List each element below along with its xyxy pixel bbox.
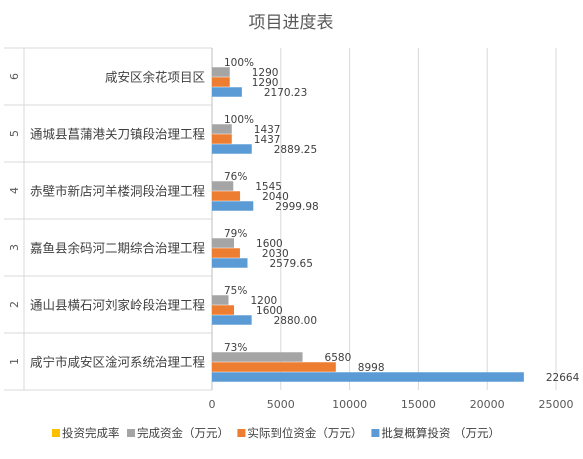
category-label: 咸宁市咸安区淦河系统治理工程 — [30, 355, 206, 370]
bar-3 — [212, 87, 242, 97]
row-number: 3 — [8, 244, 21, 251]
bar-1 — [212, 295, 229, 305]
legend-swatch — [52, 429, 60, 437]
x-tick-label: 5000 — [267, 398, 295, 411]
x-tick-label: 10000 — [332, 398, 367, 411]
row-number: 5 — [8, 130, 21, 137]
category-label: 咸安区余花项目区 — [105, 70, 205, 85]
bar-3 — [212, 144, 252, 154]
bar-1 — [212, 67, 230, 77]
legend-label: 完成资金（万元） — [137, 426, 229, 440]
data-label: 6580 — [325, 352, 352, 364]
data-label: 22664 — [546, 372, 580, 384]
x-tick-label: 15000 — [401, 398, 436, 411]
bar-2 — [212, 305, 234, 315]
row-number: 4 — [8, 187, 21, 194]
legend-swatch — [127, 429, 135, 437]
data-label: 2880.00 — [274, 315, 317, 327]
bar-2 — [212, 191, 240, 201]
data-label: 79% — [224, 228, 247, 240]
data-label: 8998 — [358, 362, 385, 374]
data-label: 75% — [224, 285, 247, 297]
legend-label: 批复概算投资 （万元） — [381, 426, 500, 440]
category-label: 赤壁市新店河羊楼洞段治理工程 — [30, 184, 206, 199]
bar-3 — [212, 258, 247, 268]
row-number: 1 — [8, 358, 21, 365]
bar-1 — [212, 238, 234, 248]
legend-swatch — [237, 429, 245, 437]
data-label: 100% — [224, 114, 254, 126]
bar-1 — [212, 124, 232, 134]
bar-3 — [212, 201, 253, 211]
x-tick-label: 0 — [209, 398, 216, 411]
data-label: 2889.25 — [274, 144, 317, 156]
bar-2 — [212, 362, 336, 372]
x-tick-label: 20000 — [470, 398, 505, 411]
data-label: 2579.65 — [269, 258, 312, 270]
legend-swatch — [371, 429, 379, 437]
row-number: 2 — [8, 301, 21, 308]
row-number: 6 — [8, 73, 21, 80]
data-label: 2170.23 — [264, 87, 307, 99]
bar-3 — [212, 372, 524, 382]
data-label: 100% — [224, 57, 254, 69]
bar-2 — [212, 248, 240, 258]
data-label: 2999.98 — [275, 201, 318, 213]
data-label: 76% — [224, 171, 247, 183]
legend-label: 实际到位资金（万元） — [247, 426, 362, 440]
data-label: 73% — [224, 342, 247, 354]
category-label: 通山县横石河刘家岭段治理工程 — [30, 298, 206, 313]
bar-2 — [212, 77, 230, 87]
x-tick-label: 25000 — [539, 398, 574, 411]
bar-2 — [212, 134, 232, 144]
legend: 投资完成率 完成资金（万元） 实际到位资金（万元） 批复概算投资 （万元） — [52, 426, 500, 440]
bar-1 — [212, 352, 303, 362]
chart-title: 项目进度表 — [249, 13, 334, 33]
category-label: 嘉鱼县余码河二期综合治理工程 — [30, 241, 206, 256]
category-label: 通城县菖蒲港关刀镇段治理工程 — [30, 127, 206, 142]
bar-3 — [212, 315, 252, 325]
bar-1 — [212, 181, 233, 191]
legend-label: 投资完成率 — [62, 426, 120, 440]
